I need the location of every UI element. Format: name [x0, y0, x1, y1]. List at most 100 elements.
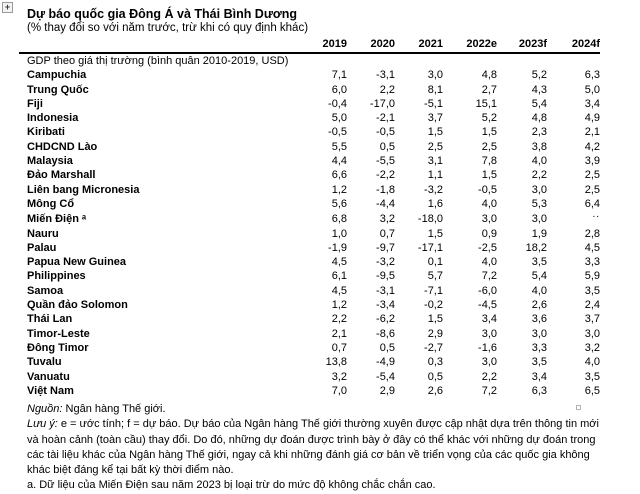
value-cell: 3,0: [531, 212, 547, 225]
value-cell: 6,5: [584, 384, 600, 397]
table-row: Philippines 6,1 -9,5 5,7 7,2 5,4 5,9: [19, 269, 600, 283]
value-cell: 3,0: [531, 183, 547, 196]
country-name-cell: Đông Timor: [27, 341, 89, 354]
table-body: GDP theo giá thị trường (bình quân 2010-…: [19, 53, 600, 398]
value-cell: -9,7: [376, 241, 395, 254]
corner-cell: [19, 37, 299, 54]
source-label: Nguồn:: [27, 403, 63, 415]
value-cell: 4,0: [584, 356, 600, 369]
value-cell: 6,1: [331, 270, 347, 283]
value-cell: 1,9: [531, 227, 547, 240]
country-name-cell: Quần đảo Solomon: [27, 299, 128, 312]
value-cell: 4,4: [331, 155, 347, 168]
country-name-cell: Campuchia: [27, 69, 87, 82]
value-cell: -0,5: [328, 126, 347, 139]
value-cell: 2,3: [531, 126, 547, 139]
table-row: Timor-Leste 2,1 -8,6 2,9 3,0 3,0 3,0: [19, 327, 600, 341]
value-cell: 0,9: [481, 227, 497, 240]
table-row: Papua New Guinea 4,5 -3,2 0,1 4,0 3,5 3,3: [19, 255, 600, 269]
value-cell: 3,2: [379, 212, 395, 225]
value-cell: 2,1: [331, 327, 347, 340]
value-cell: 6,0: [331, 83, 347, 96]
value-cell: 8,1: [427, 83, 443, 96]
table-row: Samoa 4,5 -3,1 -7,1 -6,0 4,0 3,5: [19, 284, 600, 298]
value-cell: 5,7: [427, 270, 443, 283]
forecast-table: 2019 2020 2021 2022e 2023f 2024f GDP theo giá…: [19, 37, 600, 398]
country-name-cell: Philippines: [27, 270, 86, 283]
value-cell: 3,0: [481, 212, 497, 225]
value-cell: 4,5: [584, 241, 600, 254]
value-cell: 1,6: [427, 197, 443, 210]
value-cell: 1,2: [331, 299, 347, 312]
table-move-handle-icon[interactable]: +: [2, 2, 13, 13]
column-header: 2019: [299, 37, 347, 54]
value-cell: 3,6: [531, 313, 547, 326]
note-label: Lưu ý:: [27, 418, 58, 431]
value-cell: 5,4: [531, 97, 547, 110]
column-header: 2022e: [443, 37, 497, 54]
value-cell: 2,6: [427, 384, 443, 397]
value-cell: 4,9: [584, 112, 600, 125]
value-cell: 0,7: [331, 341, 347, 354]
country-name-cell: Liên bang Micronesia: [27, 183, 140, 196]
value-cell: 2,6: [531, 299, 547, 312]
page-title: Dự báo quốc gia Đông Á và Thái Bình Dươn…: [27, 7, 298, 21]
value-cell: 3,0: [481, 356, 497, 369]
value-cell: 1,1: [427, 169, 443, 182]
object-anchor-square-icon[interactable]: [576, 405, 581, 410]
value-cell: 4,0: [531, 155, 547, 168]
table-row: Palau -1,9 -9,7 -17,1 -2,5 18,2 4,5: [19, 241, 600, 255]
value-cell: 13,8: [325, 356, 347, 369]
table-header-row: 2019 2020 2021 2022e 2023f 2024f: [19, 37, 600, 54]
value-cell: 2,2: [379, 83, 395, 96]
value-cell: 5,4: [531, 270, 547, 283]
section-row: GDP theo giá thị trường (bình quân 2010-…: [19, 53, 600, 68]
footnote-a: a. Dữ liệu của Miến Điện sau năm 2023 bị…: [27, 479, 436, 492]
value-cell: -5,5: [376, 155, 395, 168]
value-cell: 2,5: [427, 140, 443, 153]
table-row: CHDCND Lào 5,5 0,5 2,5 2,5 3,8 4,2: [19, 140, 600, 154]
value-cell: -3,1: [376, 69, 395, 82]
value-cell: -3,4: [376, 299, 395, 312]
table-row: Đảo Marshall 6,6 -2,2 1,1 1,5 2,2 2,5: [19, 168, 600, 182]
column-header: 2021: [395, 37, 443, 54]
value-cell: 6,3: [584, 69, 600, 82]
country-name-cell: Timor-Leste: [27, 327, 90, 340]
value-cell: 5,9: [584, 270, 600, 283]
value-cell: 1,5: [481, 126, 497, 139]
table-row: Indonesia 5,0 -2,1 3,7 5,2 4,8 4,9: [19, 111, 600, 125]
table-notes: Nguồn: Ngân hàng Thế giới. Lưu ý: e = ướ…: [27, 402, 607, 494]
table-row: Fiji -0,4 -17,0 -5,1 15,1 5,4 3,4: [19, 97, 600, 111]
value-cell: 1,5: [427, 313, 443, 326]
value-cell: 5,2: [481, 112, 497, 125]
value-cell: 0,3: [427, 356, 443, 369]
value-cell: -0,2: [424, 299, 443, 312]
value-cell: -3,2: [376, 256, 395, 269]
table-row: Liên bang Micronesia 1,2 -1,8 -3,2 -0,5 3,0 2,…: [19, 183, 600, 197]
value-cell: -5,1: [424, 97, 443, 110]
value-cell: 2,2: [331, 313, 347, 326]
value-cell: 5,0: [584, 83, 600, 96]
country-name-cell: Malaysia: [27, 155, 73, 168]
value-cell: 3,2: [584, 341, 600, 354]
value-cell: 2,1: [584, 126, 600, 139]
value-cell: 4,5: [331, 284, 347, 297]
value-cell: 7,8: [481, 155, 497, 168]
country-name-cell: Indonesia: [27, 112, 79, 125]
value-cell: 2,2: [531, 169, 547, 182]
country-name-cell: Đảo Marshall: [27, 169, 96, 182]
value-cell: 5,6: [331, 197, 347, 210]
country-name-cell: Việt Nam: [27, 384, 74, 397]
value-cell: -1,8: [376, 183, 395, 196]
value-cell: 3,3: [531, 341, 547, 354]
country-name-cell: Samoa: [27, 284, 64, 297]
page-subtitle: (% thay đổi so với năm trước, trừ khi có…: [27, 22, 309, 34]
value-cell: 2,7: [481, 83, 497, 96]
value-cell: 6,4: [584, 197, 600, 210]
value-cell: 3,5: [531, 256, 547, 269]
value-cell: 0,1: [427, 256, 443, 269]
value-cell: 2,9: [427, 327, 443, 340]
country-name-cell: Palau: [27, 241, 57, 254]
value-cell: -0,4: [328, 97, 347, 110]
value-cell: 7,2: [481, 384, 497, 397]
